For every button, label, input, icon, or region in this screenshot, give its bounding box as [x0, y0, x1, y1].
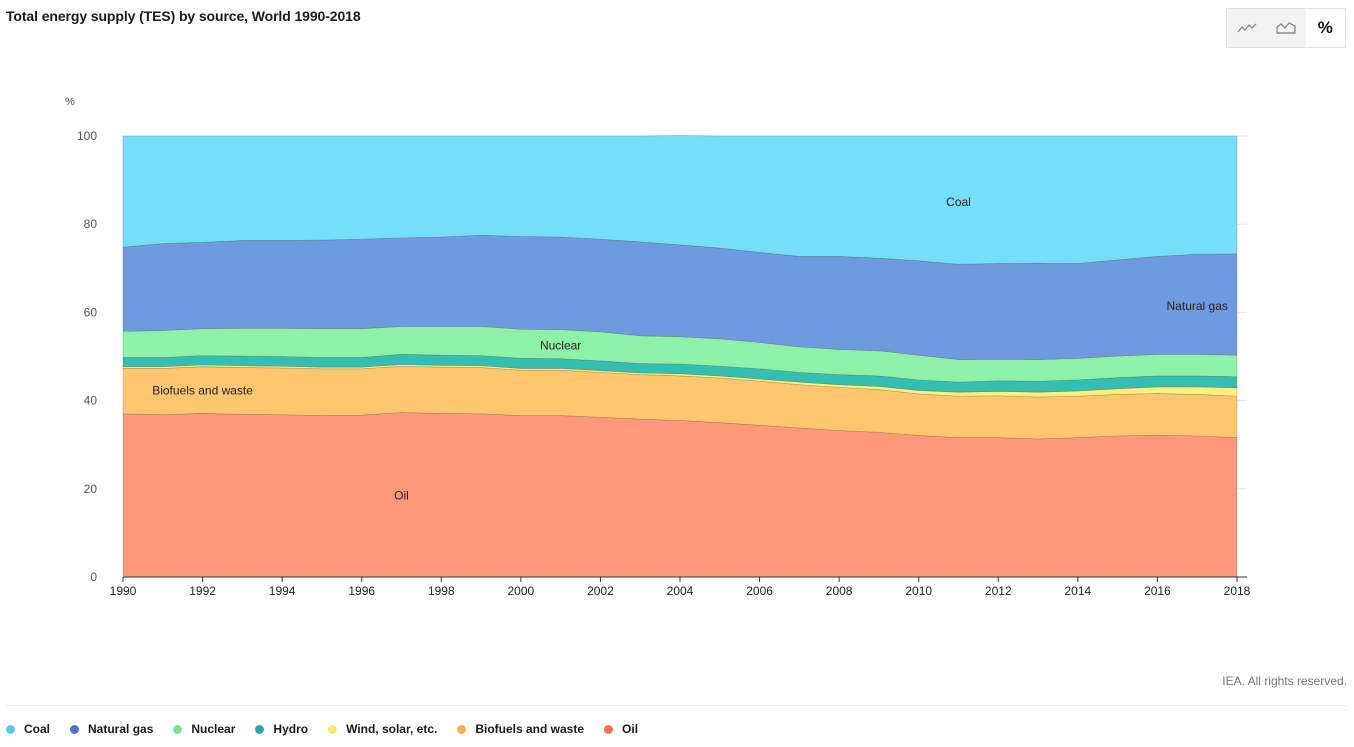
- y-tick-label: 100: [77, 129, 97, 143]
- legend-label: Hydro: [273, 722, 309, 736]
- legend-dot-oil: [604, 724, 614, 734]
- axes: 0 20 40 60 80 100% 1990 1992 1994 1996 1998 2000 200…: [65, 96, 1251, 598]
- area-label-natural-gas: Natural gas: [1167, 299, 1228, 313]
- legend-dot-nuclear: [173, 724, 183, 734]
- legend-dot-natural-gas: [70, 724, 80, 734]
- legend-dot-hydro: [255, 724, 265, 734]
- x-tick-label: 2012: [985, 584, 1012, 598]
- x-tick-label: 1996: [348, 584, 375, 598]
- x-tick-label: 2014: [1065, 584, 1092, 598]
- line-chart-icon: [1237, 23, 1257, 33]
- line-chart-button[interactable]: [1227, 9, 1266, 47]
- legend-item-hydro[interactable]: Hydro: [255, 722, 308, 736]
- legend-item-wind-solar[interactable]: Wind, solar, etc.: [328, 722, 437, 736]
- chart-title: Total energy supply (TES) by source, Wor…: [6, 8, 361, 24]
- legend-dot-wind-solar: [328, 724, 338, 734]
- stacked-area-chart: 0 20 40 60 80 100% 1990 1992 1994 1996 1998 2000 200…: [65, 96, 1251, 598]
- y-tick-label: 20: [84, 482, 98, 496]
- x-tick-label: 1992: [189, 584, 216, 598]
- legend-label: Natural gas: [88, 722, 154, 736]
- area-label-coal: Coal: [946, 195, 971, 209]
- area-label-nuclear: Nuclear: [540, 338, 581, 352]
- x-tick-label: 2000: [508, 584, 535, 598]
- x-tick-label: 2006: [746, 584, 773, 598]
- legend-item-biofuels[interactable]: Biofuels and waste: [457, 722, 584, 736]
- x-tick-label: 2016: [1144, 584, 1171, 598]
- area-chart-button[interactable]: [1266, 9, 1305, 47]
- y-axis-label: %: [65, 96, 75, 108]
- legend-dot-biofuels: [457, 724, 467, 734]
- copyright-credit: IEA. All rights reserved.: [1222, 674, 1347, 688]
- legend-divider: [6, 705, 1348, 706]
- legend-item-coal[interactable]: Coal: [6, 722, 50, 736]
- y-tick-label: 60: [84, 305, 98, 319]
- legend-label: Oil: [622, 722, 639, 736]
- legend-label: Wind, solar, etc.: [346, 722, 438, 736]
- percent-view-button[interactable]: %: [1305, 9, 1345, 47]
- legend-item-nuclear[interactable]: Nuclear: [173, 722, 235, 736]
- area-label-biofuels-and-waste: Biofuels and waste: [152, 383, 253, 397]
- x-tick-label: 2010: [905, 584, 932, 598]
- chart-view-toolbar: %: [1226, 8, 1346, 48]
- legend-label: Nuclear: [191, 722, 236, 736]
- area-wind-solar-etc[interactable]: [122, 364, 1238, 398]
- x-tick-label: 2004: [667, 584, 694, 598]
- area-labels: Coal Natural gas Nuclear Biofuels and waste…: [152, 195, 1228, 502]
- y-tick-label: 0: [90, 570, 97, 584]
- area-coal[interactable]: [122, 135, 1238, 265]
- legend-label: Coal: [24, 722, 51, 736]
- x-tick-label: 2008: [826, 584, 853, 598]
- x-tick-label: 1990: [110, 584, 137, 598]
- area-biofuels-and-waste[interactable]: [122, 365, 1238, 440]
- chart-legend: Coal Natural gas Nuclear Hydro Wind, sol…: [6, 722, 658, 736]
- x-tick-label: 2002: [587, 584, 614, 598]
- x-tick-label: 1998: [428, 584, 455, 598]
- y-tick-label: 40: [84, 394, 98, 408]
- legend-dot-coal: [6, 724, 15, 734]
- legend-item-oil[interactable]: Oil: [604, 722, 638, 736]
- x-tick-label: 1994: [269, 584, 296, 598]
- area-chart-icon: [1276, 22, 1296, 34]
- percent-label: %: [1317, 18, 1333, 37]
- legend-item-natural-gas[interactable]: Natural gas: [70, 722, 153, 736]
- area-nuclear[interactable]: [122, 326, 1238, 383]
- area-series-group: [122, 135, 1238, 578]
- area-label-oil: Oil: [394, 488, 409, 502]
- legend-label: Biofuels and waste: [475, 722, 585, 736]
- x-tick-label: 2018: [1224, 584, 1251, 598]
- y-tick-label: 80: [84, 217, 98, 231]
